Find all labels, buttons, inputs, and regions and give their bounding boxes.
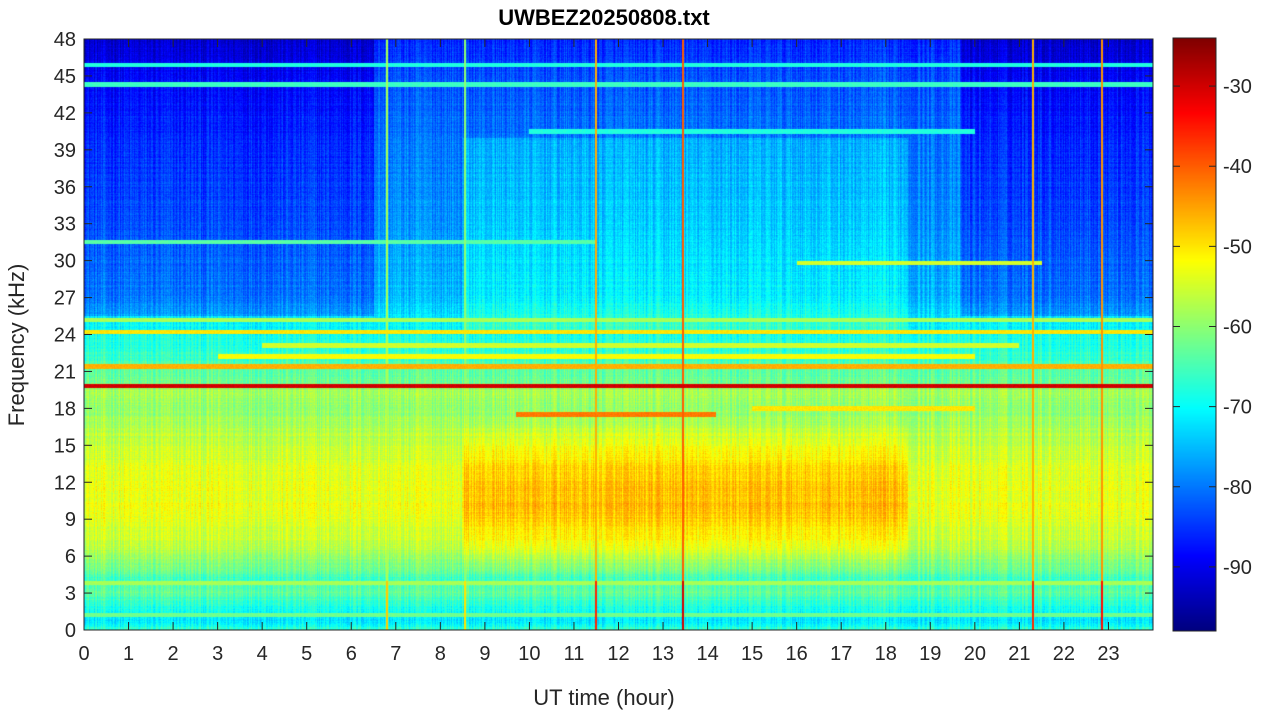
y-tick-label: 0: [65, 620, 76, 642]
colorbar-tick-label: -90: [1223, 557, 1252, 579]
x-tick-label: 5: [301, 643, 312, 665]
y-tick-label: 27: [54, 288, 76, 310]
x-tick-label: 11: [564, 643, 585, 665]
colorbar-tick-label: -50: [1223, 236, 1252, 258]
y-tick-label: 45: [54, 66, 76, 88]
x-tick-label: 16: [786, 643, 808, 665]
y-tick-label: 21: [54, 361, 76, 383]
x-tick-label: 23: [1097, 643, 1119, 665]
y-axis-label: Frequency (kHz): [4, 264, 29, 427]
colorbar-tick-label: -80: [1223, 477, 1252, 499]
x-axis: 0 1 2 3 4 5 6 7 8 9 10 11 12 13 14 15 16 17 18 19 20 21 22 23: [78, 39, 1120, 665]
colorbar-tick-label: -70: [1223, 397, 1252, 419]
y-tick-label: 33: [54, 214, 76, 236]
y-tick-label: 12: [54, 472, 76, 494]
x-tick-label: 6: [346, 643, 357, 665]
x-tick-label: 3: [212, 643, 223, 665]
colorbar-tick-label: -30: [1223, 76, 1252, 98]
x-tick-label: 10: [518, 643, 540, 665]
y-tick-label: 18: [54, 398, 76, 420]
spectrogram-heatmap: [84, 39, 1153, 630]
x-tick-label: 7: [390, 643, 401, 665]
x-tick-label: 12: [607, 643, 629, 665]
y-tick-label: 9: [65, 509, 76, 531]
x-tick-label: 13: [652, 643, 674, 665]
y-tick-label: 39: [54, 140, 76, 162]
colorbar-tick-label: -60: [1223, 316, 1252, 338]
x-tick-label: 17: [830, 643, 852, 665]
x-tick-label: 22: [1053, 643, 1075, 665]
y-tick-label: 30: [54, 251, 76, 273]
y-tick-label: 15: [54, 435, 76, 457]
y-tick-label: 6: [65, 546, 76, 568]
x-tick-label: 1: [123, 643, 134, 665]
x-tick-label: 9: [479, 643, 490, 665]
y-tick-label: 24: [54, 325, 76, 347]
y-tick-label: 42: [54, 103, 76, 125]
x-tick-label: 20: [964, 643, 986, 665]
x-tick-label: 8: [435, 643, 446, 665]
plot-area: [83, 38, 1154, 631]
colorbar-ticks: -30 -40 -50 -60 -70 -80 -90: [1173, 76, 1252, 579]
x-tick-label: 2: [168, 643, 179, 665]
x-tick-label: 18: [875, 643, 897, 665]
chart-title: UWBEZ20250808.txt: [498, 5, 710, 30]
x-axis-label: UT time (hour): [533, 685, 674, 710]
colorbar: -30 -40 -50 -60 -70 -80 -90: [1172, 37, 1252, 632]
y-tick-label: 36: [54, 177, 76, 199]
x-tick-label: 21: [1008, 643, 1030, 665]
colorbar-tick-label: -40: [1223, 156, 1252, 178]
x-tick-label: 4: [257, 643, 268, 665]
x-tick-label: 19: [919, 643, 941, 665]
x-tick-label: 0: [78, 643, 89, 665]
colorbar-gradient: [1173, 38, 1216, 631]
x-tick-label: 15: [741, 643, 763, 665]
colorbar-frame: [1172, 37, 1217, 632]
x-tick-label: 14: [696, 643, 718, 665]
y-tick-label: 3: [65, 583, 76, 605]
y-tick-label: 48: [54, 29, 76, 51]
